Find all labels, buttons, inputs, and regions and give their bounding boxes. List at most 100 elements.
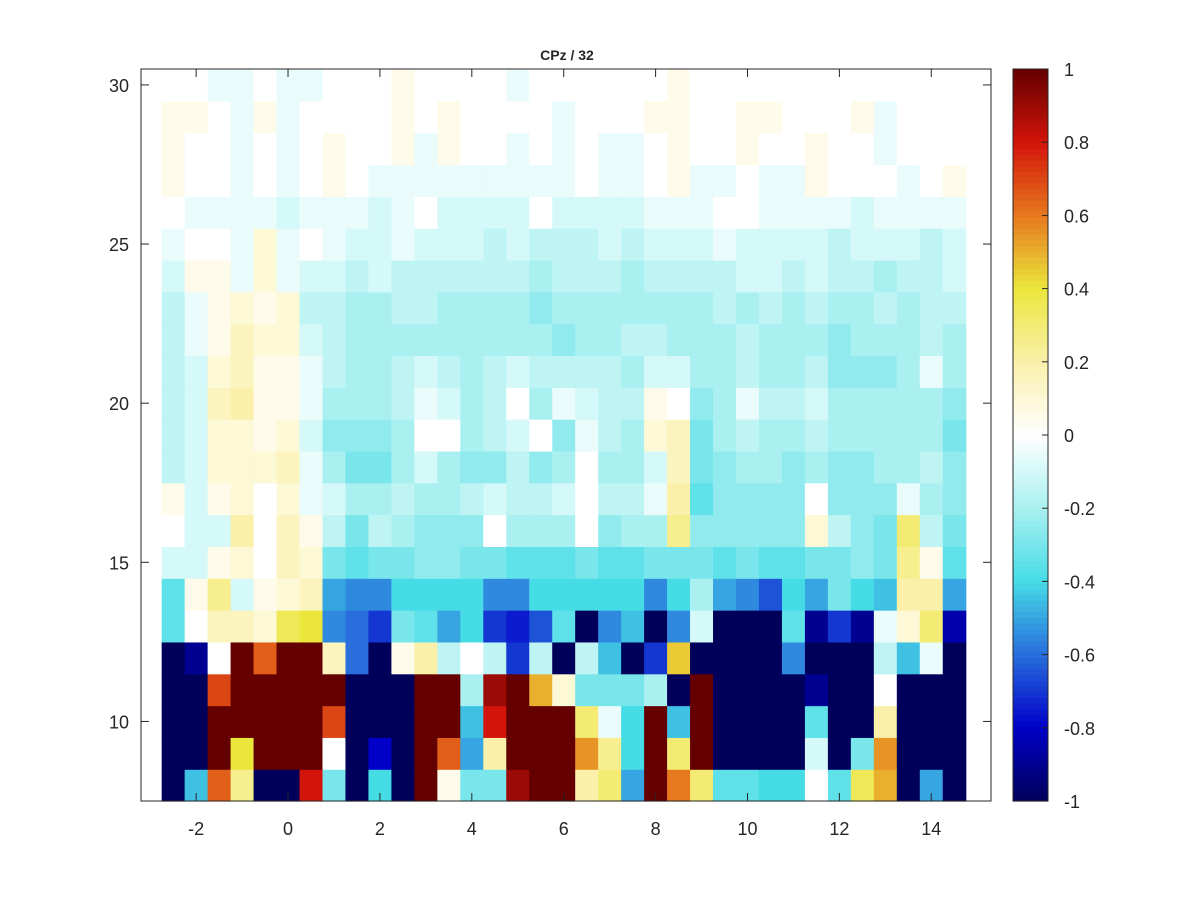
heatmap-cell <box>483 164 507 197</box>
heatmap-cell <box>368 419 392 452</box>
heatmap-cell <box>896 673 921 707</box>
colorbar-segment <box>1013 515 1048 522</box>
heatmap-cell <box>575 673 599 707</box>
heatmap-cell <box>758 291 783 325</box>
heatmap-cell <box>827 419 852 452</box>
heatmap-cell <box>184 69 209 102</box>
heatmap-cell <box>552 514 576 547</box>
x-tick-label: 14 <box>921 819 941 839</box>
heatmap-cell <box>460 419 484 452</box>
heatmap-cell <box>230 323 255 357</box>
heatmap-cell <box>529 514 553 547</box>
heatmap-cell <box>667 69 691 102</box>
heatmap-cell <box>736 387 760 420</box>
heatmap-cell <box>391 769 415 802</box>
heatmap-cell <box>736 228 760 261</box>
heatmap-cell <box>896 546 921 579</box>
heatmap-cell <box>804 546 829 579</box>
heatmap-cell <box>437 259 461 293</box>
heatmap-cell <box>827 291 852 325</box>
heatmap-cell <box>667 514 691 547</box>
heatmap-cell <box>506 228 530 261</box>
heatmap-cell <box>529 578 553 611</box>
heatmap-cell <box>621 291 645 325</box>
heatmap-cell <box>942 132 967 166</box>
heatmap-cell <box>368 164 392 197</box>
heatmap-cell <box>713 641 737 675</box>
heatmap-cell <box>919 132 944 166</box>
heatmap-cell <box>758 610 783 643</box>
heatmap-cell <box>184 769 209 802</box>
heatmap-cell <box>253 610 278 643</box>
heatmap-cell <box>207 419 232 452</box>
heatmap-cell <box>621 228 645 261</box>
heatmap-cell <box>758 673 783 707</box>
heatmap-cell <box>322 228 347 261</box>
heatmap-cell <box>345 705 370 738</box>
heatmap-cell <box>276 419 301 452</box>
colorbar-segment <box>1013 486 1048 493</box>
heatmap-cell <box>690 259 714 293</box>
heatmap-cell <box>276 769 301 802</box>
heatmap-cell <box>368 291 392 325</box>
colorbar-segment <box>1013 394 1048 402</box>
heatmap-cell <box>368 69 392 102</box>
heatmap-cell <box>942 164 967 197</box>
heatmap-cell <box>736 355 760 388</box>
heatmap-cell <box>552 419 576 452</box>
heatmap-cell <box>690 100 714 134</box>
colorbar-segment <box>1013 583 1048 591</box>
heatmap-cell <box>483 291 507 325</box>
heatmap-cell <box>437 673 461 707</box>
heatmap-cell <box>276 737 301 770</box>
heatmap-cell <box>483 737 507 770</box>
colorbar-segment <box>1013 560 1048 568</box>
heatmap-cell <box>345 69 370 102</box>
heatmap-cell <box>758 450 783 484</box>
x-tick-label: 12 <box>829 819 849 839</box>
colorbar-segment <box>1013 360 1048 367</box>
heatmap-cell <box>781 769 806 802</box>
heatmap-cell <box>942 259 967 293</box>
heatmap-cell <box>621 196 645 229</box>
heatmap-cell <box>896 164 921 197</box>
colorbar-segment <box>1013 440 1048 448</box>
heatmap-cell <box>414 482 438 516</box>
colorbar-segment <box>1013 595 1048 602</box>
heatmap-cell <box>368 769 392 802</box>
heatmap-cell <box>644 291 668 325</box>
colorbar-segment <box>1013 755 1048 762</box>
heatmap-cell <box>368 355 392 388</box>
heatmap-cell <box>713 737 737 770</box>
heatmap-cell <box>184 228 209 261</box>
plot-frame <box>140 68 992 802</box>
colorbar-segment <box>1013 400 1048 408</box>
heatmap-cell <box>161 291 186 325</box>
heatmap-cell <box>873 387 898 420</box>
heatmap-cell <box>758 387 783 420</box>
heatmap-cell <box>276 450 301 484</box>
heatmap-cell <box>644 578 668 611</box>
heatmap-cell <box>896 323 921 357</box>
heatmap-cell <box>896 705 921 738</box>
heatmap-cell <box>345 673 370 707</box>
heatmap-cell <box>529 737 553 770</box>
colorbar-segment <box>1013 80 1048 87</box>
heatmap-cell <box>230 641 255 675</box>
heatmap-cell <box>758 546 783 579</box>
heatmap-cell <box>736 100 760 134</box>
heatmap-cell <box>322 387 347 420</box>
heatmap-cell <box>506 69 530 102</box>
y-tick-label: 30 <box>109 76 129 96</box>
heatmap-cell <box>483 769 507 802</box>
heatmap-cell <box>391 641 415 675</box>
heatmap-cell <box>299 705 324 738</box>
heatmap-cell <box>345 228 370 261</box>
heatmap-cell <box>575 355 599 388</box>
heatmap-cell <box>345 164 370 197</box>
heatmap-cell <box>804 132 829 166</box>
colorbar-segment <box>1013 497 1048 505</box>
heatmap-cell <box>667 196 691 229</box>
heatmap-cell <box>942 228 967 261</box>
colorbar-segment <box>1013 766 1048 774</box>
